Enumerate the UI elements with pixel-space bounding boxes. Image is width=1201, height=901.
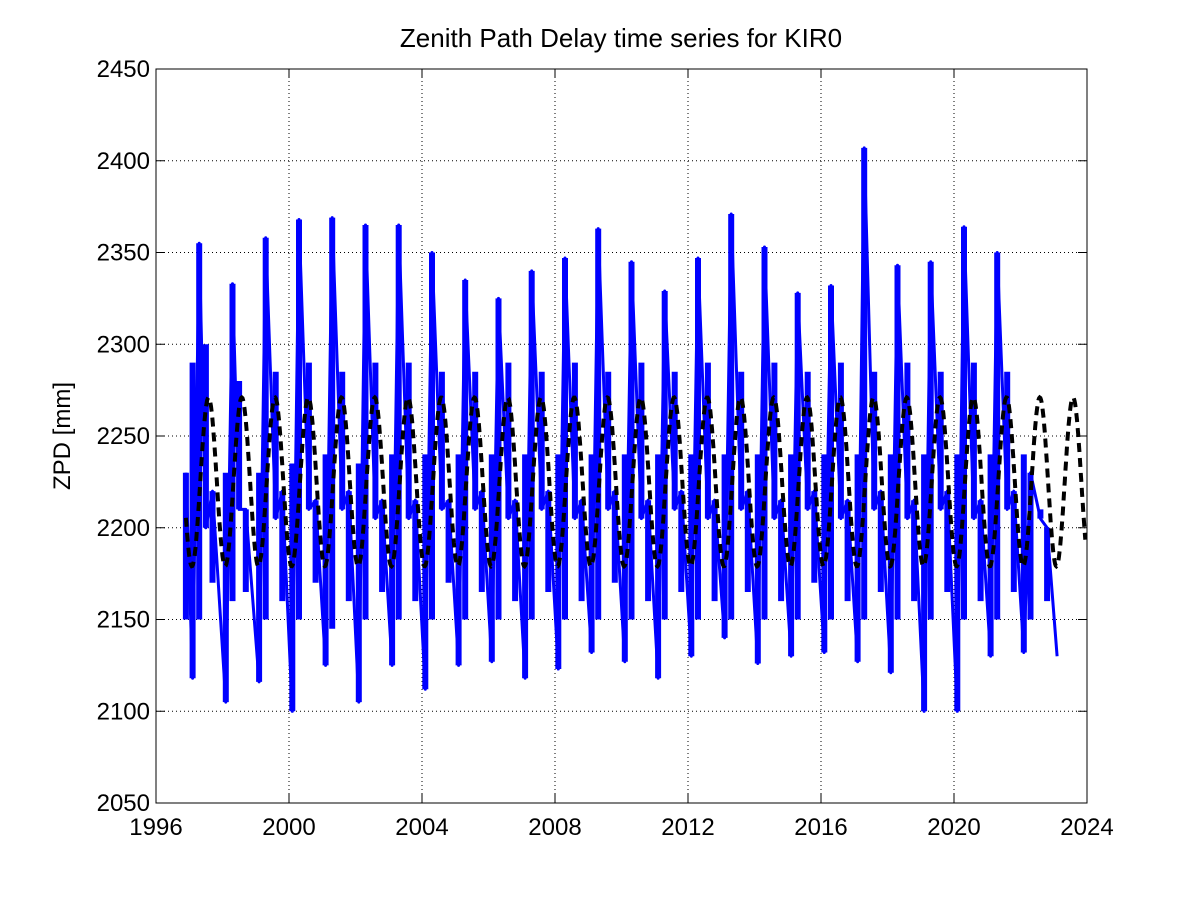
x-tick-label: 2000 (262, 814, 315, 841)
axes-background (156, 69, 1087, 803)
x-tick-label: 2008 (528, 814, 581, 841)
y-tick-label: 2150 (97, 607, 150, 634)
y-tick-label: 2300 (97, 331, 150, 358)
y-tick-label: 2350 (97, 240, 150, 267)
x-tick-label: 2016 (794, 814, 847, 841)
seasonal-fit-line (183, 394, 1088, 570)
x-tick-label: 2012 (661, 814, 714, 841)
series-seasonal (183, 394, 1088, 570)
plot-area (155, 68, 1088, 804)
y-tick-label: 2100 (97, 698, 150, 725)
series-observed (186, 148, 1057, 711)
x-tick-label: 1996 (129, 814, 182, 841)
observed-line (184, 146, 1059, 713)
y-tick-label: 2450 (97, 56, 150, 83)
x-tick-label: 2020 (927, 814, 980, 841)
y-tick-label: 2400 (97, 148, 150, 175)
y-tick-label: 2050 (97, 790, 150, 817)
x-tick-labels: 1996 2000 2004 2008 2012 2016 2020 2024 (129, 814, 1113, 841)
y-tick-labels: 2050 2100 2150 2200 2250 2300 2350 2400 2450 (97, 56, 150, 817)
chart-title: Zenith Path Delay time series for KIR0 (400, 23, 842, 53)
x-tick-label: 2024 (1060, 814, 1113, 841)
y-tick-label: 2200 (97, 515, 150, 542)
y-tick-label: 2250 (97, 423, 150, 450)
x-tick-label: 2004 (395, 814, 448, 841)
y-axis-label: ZPD [mm] (49, 382, 76, 490)
ticks (155, 68, 1088, 804)
